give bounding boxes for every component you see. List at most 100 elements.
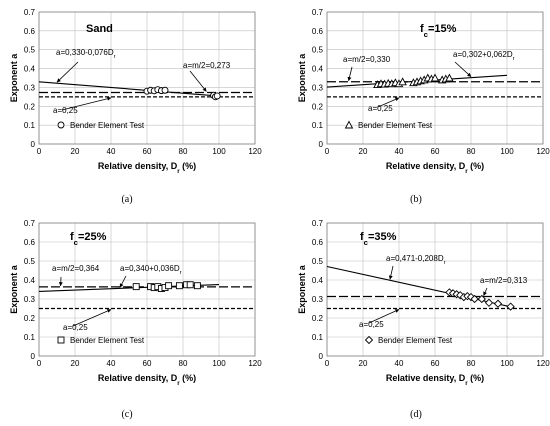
- y-tick-label: 0.4: [24, 276, 36, 285]
- x-tick-label: 100: [212, 359, 226, 368]
- y-tick-label: 0.7: [24, 8, 36, 17]
- annotation-arrow: [56, 61, 79, 83]
- x-tick-label: 20: [359, 359, 368, 368]
- y-tick-label: 0.4: [24, 65, 36, 74]
- annotation-arrow: [388, 265, 394, 280]
- x-tick-label: 40: [395, 359, 404, 368]
- x-tick-label: 40: [395, 147, 404, 156]
- y-tick-label: 0.1: [24, 333, 36, 342]
- y-tick-label: 0.4: [312, 276, 324, 285]
- legend-label: Bender Element Test: [70, 121, 145, 130]
- x-tick-label: 100: [212, 147, 226, 156]
- annotation-arrow: [61, 96, 112, 111]
- chart-title: fc=35%: [360, 231, 397, 247]
- line-annotation: a=0,340+0,036Dr: [120, 264, 182, 276]
- data-point: [470, 294, 479, 304]
- line-annotation: a=0,330-0,076Dr: [56, 48, 116, 60]
- line-annotation: a=0,25: [63, 323, 88, 332]
- line-annotation: a=0,471-0,208Dr: [386, 254, 446, 266]
- data-point: [493, 299, 503, 308]
- annotation-arrow: [119, 275, 127, 288]
- plot-frame: [38, 222, 256, 357]
- y-tick-label: 0.3: [24, 83, 36, 92]
- data-point: [186, 281, 194, 289]
- y-tick-label: 0.6: [24, 27, 36, 36]
- chart-title: Sand: [86, 23, 113, 35]
- x-tick-label: 120: [248, 359, 262, 368]
- y-axis-label: Exponent a: [9, 264, 19, 314]
- legend-marker: [57, 121, 65, 129]
- x-tick-label: 0: [37, 359, 42, 368]
- data-point: [398, 77, 407, 86]
- y-tick-label: 0.5: [24, 257, 36, 266]
- line-annotation: a=0,25: [359, 320, 384, 329]
- x-axis-label: Relative density, Dr (%): [386, 373, 484, 387]
- x-tick-label: 0: [325, 147, 330, 156]
- data-point: [484, 298, 494, 307]
- y-tick-label: 0.4: [312, 65, 324, 74]
- y-tick-label: 0.7: [312, 219, 324, 228]
- panel-label: (c): [121, 409, 132, 420]
- legend-label: Bender Element Test: [70, 336, 145, 345]
- panel-label: (a): [121, 194, 132, 205]
- chart-title: fc=15%: [420, 23, 457, 39]
- y-tick-label: 0.1: [24, 121, 36, 130]
- annotation-arrow: [347, 66, 353, 82]
- line-annotation: a=0,25: [368, 104, 393, 113]
- y-tick-label: 0: [31, 352, 36, 361]
- panel-label: (d): [410, 409, 422, 420]
- data-point: [445, 73, 454, 82]
- legend-label: Bender Element Test: [358, 121, 433, 130]
- annotation-arrow: [72, 309, 112, 327]
- y-tick-label: 0: [319, 352, 324, 361]
- x-tick-label: 60: [143, 147, 152, 156]
- fit-line-solid: [326, 265, 515, 309]
- y-tick-label: 0.5: [312, 46, 324, 55]
- x-tick-label: 120: [248, 147, 262, 156]
- y-axis-label: Exponent a: [9, 53, 19, 103]
- y-axis-label: Exponent a: [297, 264, 307, 314]
- data-point: [506, 302, 515, 311]
- annotation-arrow: [377, 97, 400, 108]
- chart-panel-2: 0 0.1 0.2 0.3 0.4 0.5 0.6 0.7 0 20 40 60 80 100 120 a=m…: [297, 8, 550, 205]
- x-tick-label: 100: [500, 359, 514, 368]
- y-tick-label: 0.2: [24, 102, 36, 111]
- legend-marker: [364, 335, 374, 345]
- y-tick-label: 0.2: [24, 314, 36, 323]
- line-annotation: a=0,302+0,062Dr: [453, 50, 515, 62]
- x-tick-label: 40: [107, 359, 116, 368]
- plot-frame: [326, 11, 544, 145]
- chart-title: fc=25%: [70, 231, 107, 247]
- x-tick-label: 60: [143, 359, 152, 368]
- y-tick-label: 0: [319, 140, 324, 149]
- plot-frame: [326, 222, 544, 357]
- y-tick-label: 0.6: [312, 238, 324, 247]
- x-tick-label: 20: [71, 359, 80, 368]
- x-tick-label: 120: [536, 147, 550, 156]
- x-axis-label: Relative density, Dr (%): [98, 373, 196, 387]
- y-tick-label: 0.6: [24, 238, 36, 247]
- annotation-arrow: [483, 287, 488, 296]
- x-axis-label: Relative density, Dr (%): [386, 161, 484, 175]
- y-tick-label: 0.2: [312, 314, 324, 323]
- x-tick-label: 0: [37, 147, 42, 156]
- y-tick-label: 0.5: [24, 46, 36, 55]
- x-tick-label: 80: [179, 359, 188, 368]
- data-point: [213, 92, 221, 100]
- x-tick-label: 80: [467, 147, 476, 156]
- line-annotation: a=m/2=0,273: [183, 61, 231, 70]
- legend-label: Bender Element Test: [378, 336, 453, 345]
- chart-panel-4: 0 0.1 0.2 0.3 0.4 0.5 0.6 0.7 0 20 40 60 80 100 120 a=0…: [297, 219, 550, 420]
- annotation-arrow: [368, 309, 400, 324]
- y-tick-label: 0.6: [312, 27, 324, 36]
- data-point: [165, 282, 173, 290]
- y-tick-label: 0: [31, 140, 36, 149]
- chart-panel-1: 0 0.1 0.2 0.3 0.4 0.5 0.6 0.7 0 20 40 60 80 100 120 a=0…: [9, 8, 262, 205]
- data-point: [430, 73, 440, 82]
- line-annotation: a=m/2=0,364: [52, 264, 100, 273]
- x-tick-label: 40: [107, 147, 116, 156]
- y-tick-label: 0.3: [312, 83, 324, 92]
- data-point: [175, 282, 183, 290]
- x-tick-label: 80: [467, 359, 476, 368]
